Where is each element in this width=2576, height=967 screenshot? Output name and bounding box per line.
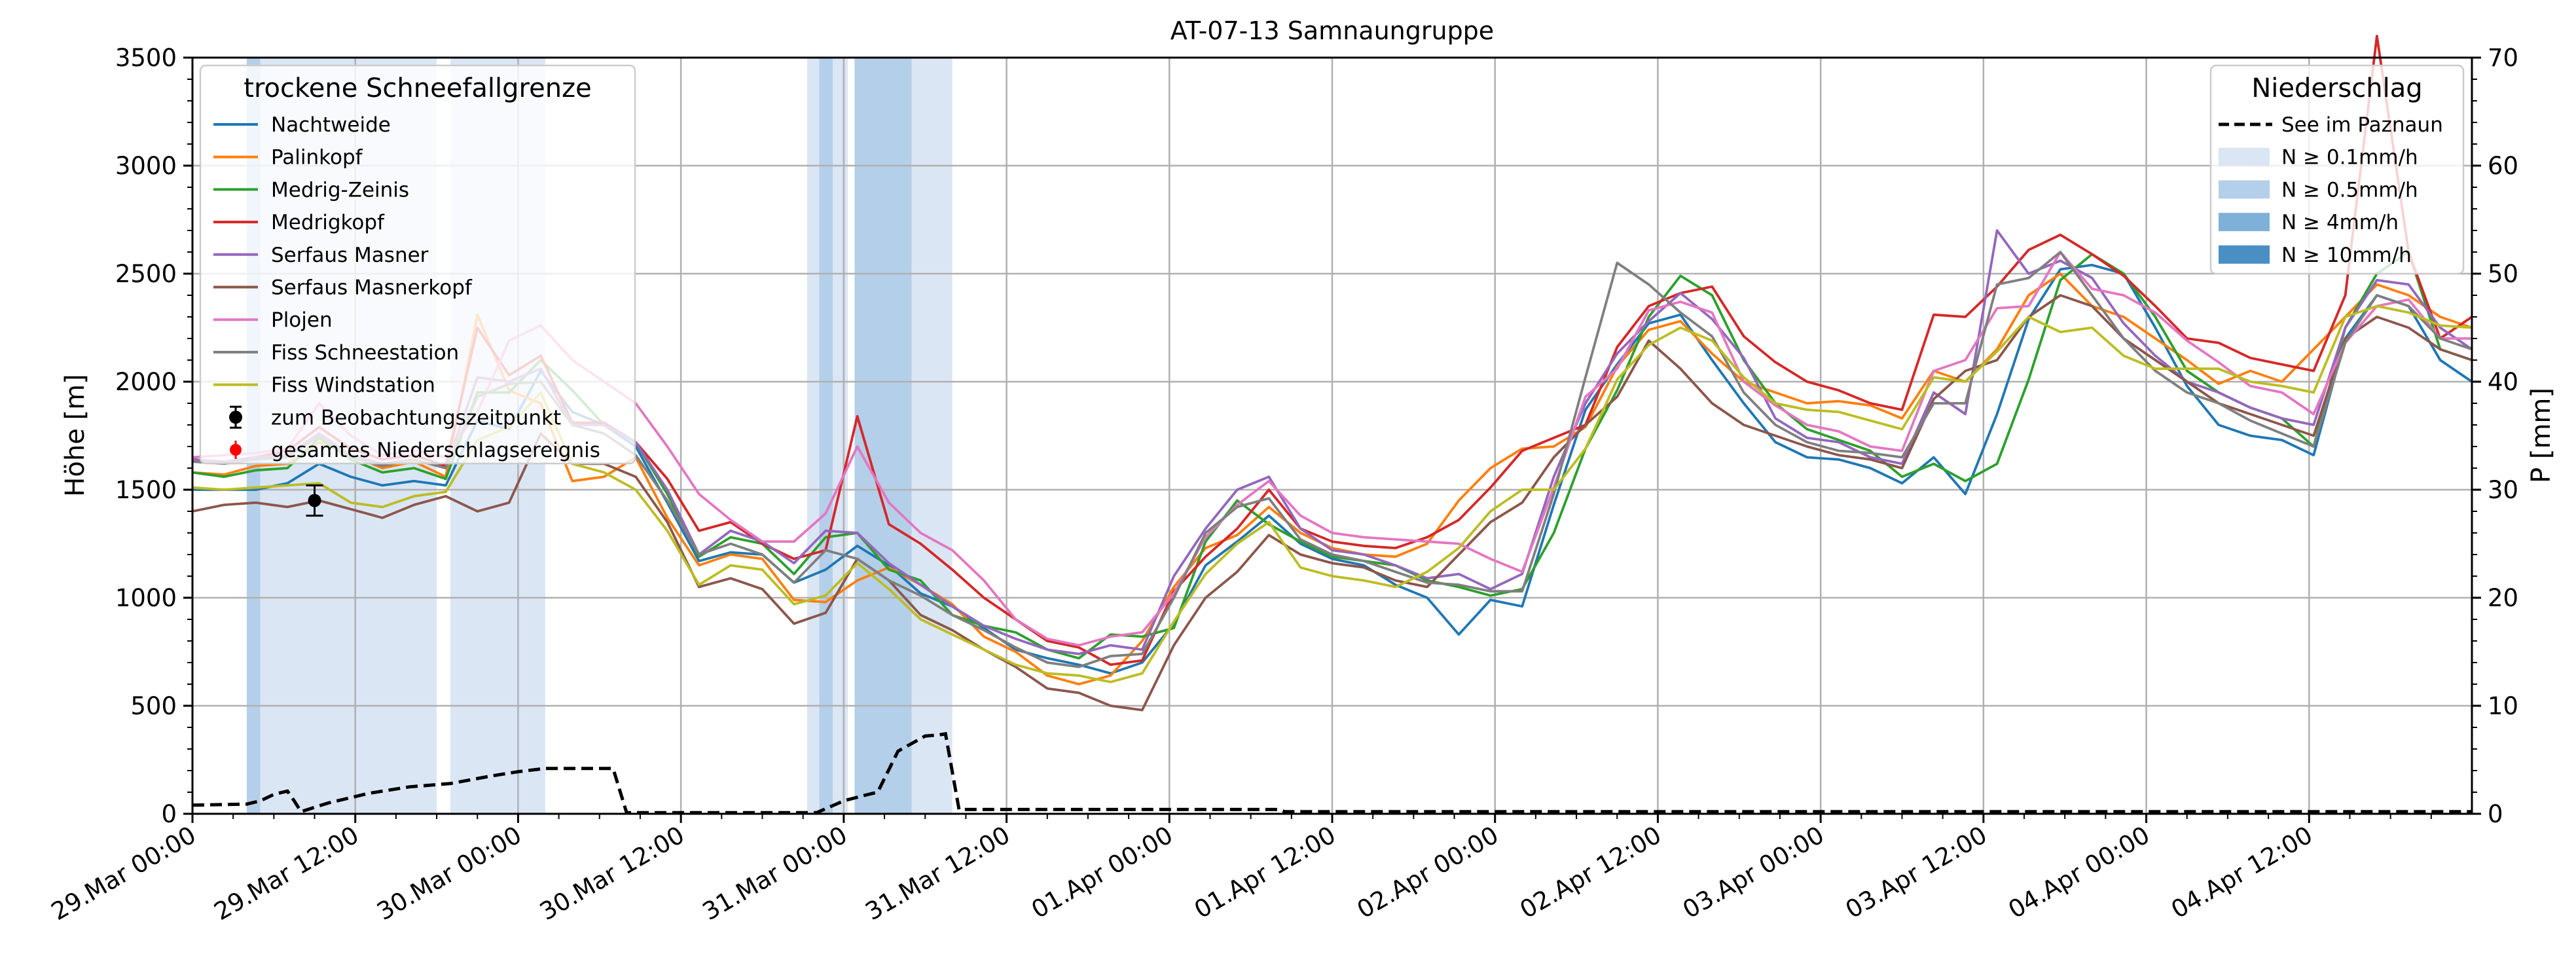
legend-left-label: Fiss Schneestation: [271, 341, 459, 365]
y2-tick-label: 30: [2488, 476, 2518, 504]
legend-event-point: [230, 444, 242, 456]
y-tick-label: 3500: [115, 44, 177, 72]
legend-left: trockene Schneefallgrenze Nachtweide Palin…: [199, 64, 636, 465]
precip-band: [819, 58, 833, 814]
precip-band: [833, 58, 848, 814]
precip-band: [807, 58, 820, 814]
y2-tick-label: 10: [2488, 692, 2518, 720]
y-tick-label: 2500: [115, 260, 177, 288]
y-tick-label: 1000: [115, 584, 177, 612]
y-tick-label: 0: [161, 800, 177, 828]
legend-left-label: Nachtweide: [271, 113, 391, 137]
y-tick-label: 3000: [115, 152, 177, 180]
y2-tick-label: 50: [2488, 260, 2518, 288]
legend-right: Niederschlag See im Paznaun N ≥ 0.1mm/h N ≥…: [2209, 64, 2465, 275]
chart-title: AT-07-13 Samnaungruppe: [1170, 16, 1494, 45]
y-axis-title: Höhe [m]: [60, 374, 90, 496]
legend-left-label: Serfaus Masnerkopf: [271, 276, 473, 300]
legend-left-label: Medrig-Zeinis: [271, 178, 409, 202]
legend-observation-label: zum Beobachtungszeitpunkt: [271, 406, 561, 429]
y2-tick-label: 60: [2488, 152, 2518, 180]
legend-left-label: Medrigkopf: [271, 211, 385, 234]
legend-right-title: Niederschlag: [2251, 73, 2422, 103]
y-tick-label: 1500: [115, 476, 177, 504]
legend-right-patch: [2219, 180, 2270, 199]
y2-axis-title: P [mm]: [2526, 388, 2556, 483]
legend-right-patch: [2219, 147, 2270, 166]
legend-right-label: See im Paznaun: [2281, 113, 2443, 137]
y-tick-label: 500: [130, 692, 177, 720]
observation-point: [308, 494, 321, 507]
legend-right-label: N ≥ 4mm/h: [2281, 211, 2399, 234]
y-tick-label: 2000: [115, 368, 177, 396]
legend-right-patch: [2219, 245, 2270, 264]
precip-line: [192, 732, 2472, 814]
y2-tick-label: 20: [2488, 584, 2518, 612]
legend-observation-point: [229, 411, 242, 424]
legend-right-label: N ≥ 0.5mm/h: [2281, 178, 2418, 202]
legend-left-label: Fiss Windstation: [271, 374, 435, 397]
legend-right-label: N ≥ 0.1mm/h: [2281, 146, 2418, 170]
y2-tick-label: 0: [2488, 800, 2503, 828]
legend-right-box: [2209, 64, 2465, 275]
y2-tick-label: 70: [2488, 44, 2518, 72]
precip-band: [911, 58, 952, 814]
legend-right-label: N ≥ 10mm/h: [2281, 244, 2412, 267]
precip-line-see-im-paznaun: [192, 732, 2472, 814]
observation-markers: [306, 484, 323, 517]
y2-tick-label: 40: [2488, 368, 2518, 396]
legend-event-label: gesamtes Niederschlagsereignis: [271, 439, 600, 462]
legend-left-label: Serfaus Masner: [271, 244, 429, 267]
legend-right-patch: [2219, 213, 2270, 232]
legend-left-title: trockene Schneefallgrenze: [244, 73, 591, 103]
legend-left-label: Plojen: [271, 308, 333, 332]
legend-left-box: [199, 64, 636, 465]
legend-left-label: Palinkopf: [271, 146, 363, 170]
